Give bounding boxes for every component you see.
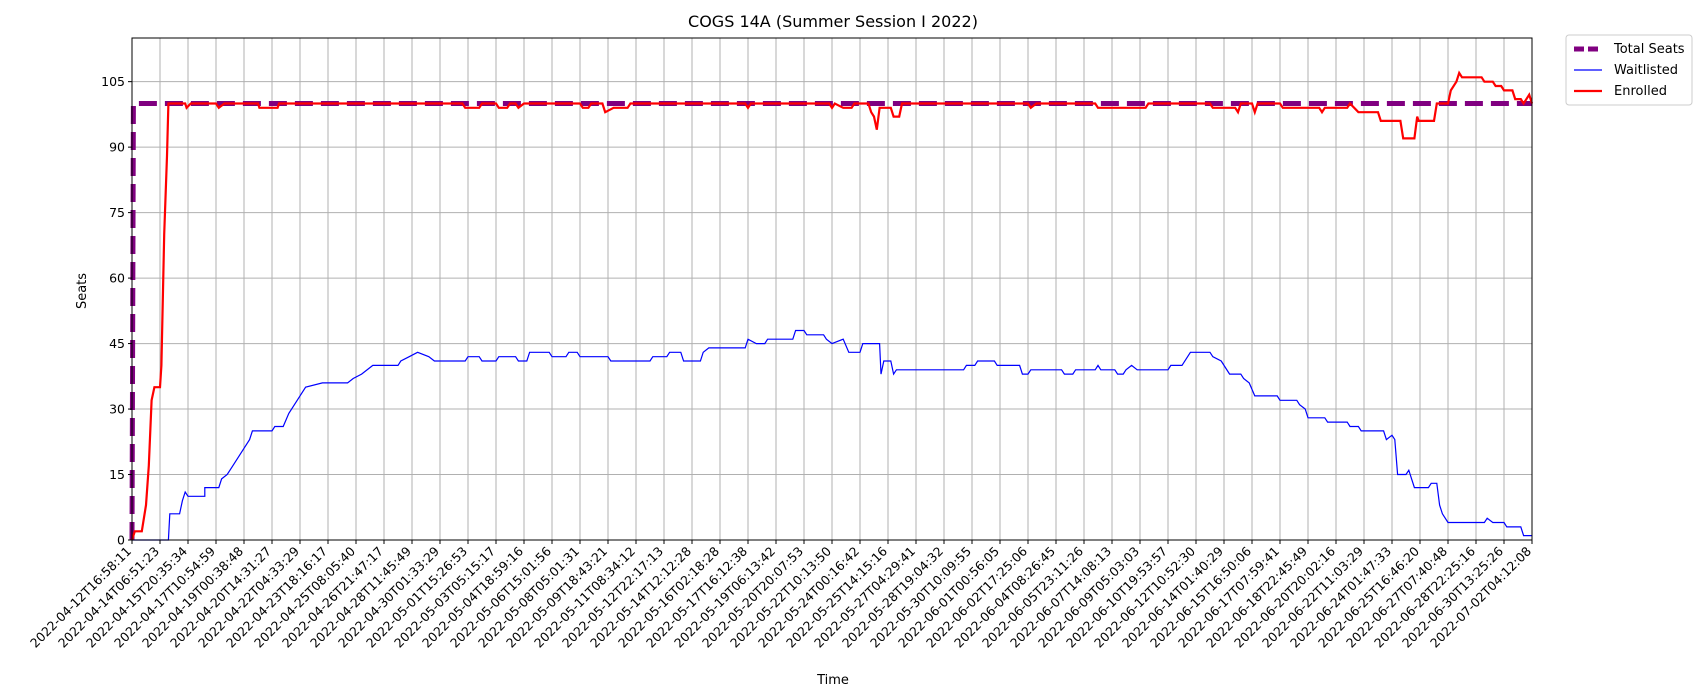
legend-label-total-seats: Total Seats — [1613, 42, 1685, 57]
y-tick-label: 45 — [109, 336, 125, 351]
y-axis-title: Seats — [75, 273, 90, 309]
legend-frame — [1565, 34, 1693, 106]
y-tick-label: 0 — [117, 533, 125, 548]
y-tick-label: 60 — [109, 271, 125, 286]
x-axis: 2022-04-12T16:58:112022-04-14T06:51:2320… — [27, 540, 1534, 651]
grid — [131, 38, 1533, 541]
chart-title: COGS 14A (Summer Session I 2022) — [688, 12, 978, 31]
x-axis-title: Time — [816, 673, 849, 688]
legend-label-enrolled: Enrolled — [1614, 84, 1667, 99]
series-line-enrolled — [130, 70, 1534, 541]
series-line-waitlisted — [132, 329, 1532, 541]
legend-label-waitlisted: Waitlisted — [1614, 63, 1678, 78]
y-tick-label: 75 — [109, 205, 125, 220]
legend: Total Seats Waitlisted Enrolled — [1565, 34, 1693, 106]
y-axis: 0 15 30 45 60 75 90 105 — [101, 74, 132, 548]
y-tick-label: 105 — [101, 74, 125, 89]
y-tick-label: 90 — [109, 140, 125, 155]
y-tick-label: 30 — [109, 402, 125, 417]
y-tick-label: 15 — [109, 467, 125, 482]
